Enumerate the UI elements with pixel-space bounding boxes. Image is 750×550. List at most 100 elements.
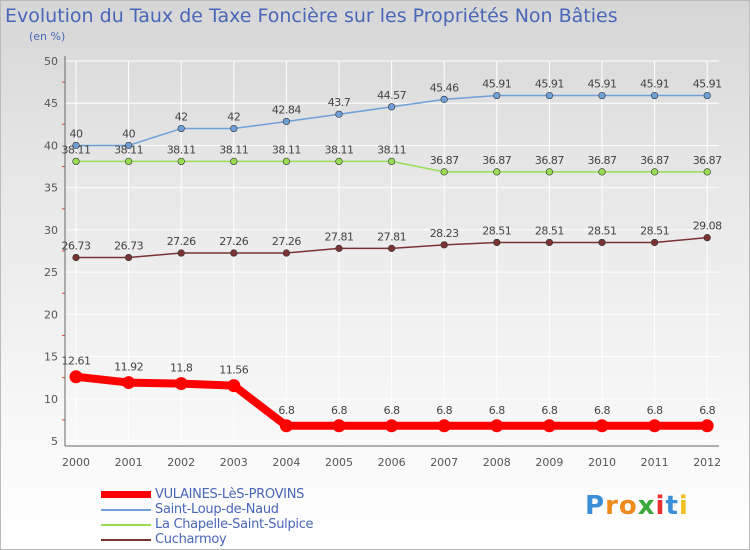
- data-point: [650, 91, 659, 100]
- data-label: 29.08: [693, 220, 722, 233]
- data-label: 42: [175, 111, 188, 124]
- data-point: [493, 91, 501, 100]
- legend-swatch: [101, 508, 151, 511]
- x-tick-label: 2000: [62, 456, 90, 469]
- data-point: [545, 168, 554, 176]
- x-tick-label: 2012: [693, 456, 721, 469]
- data-label: 45.91: [482, 78, 511, 91]
- data-label: 40: [122, 127, 135, 140]
- x-tick-label: 2003: [220, 456, 248, 469]
- data-label: 38.11: [62, 143, 91, 156]
- y-tick-label: 5: [51, 435, 58, 448]
- data-label: 45.91: [693, 78, 722, 91]
- data-point: [177, 249, 185, 257]
- x-tick-label: 2008: [483, 456, 511, 469]
- data-label: 36.87: [535, 154, 564, 167]
- data-point: [335, 244, 343, 252]
- data-point: [490, 419, 504, 433]
- data-point: [598, 91, 606, 100]
- y-tick-label: 15: [44, 351, 58, 364]
- data-label: 36.87: [430, 154, 459, 167]
- data-label: 28.51: [482, 224, 511, 237]
- data-label: 44.57: [377, 89, 406, 102]
- x-tick-label: 2001: [115, 456, 143, 469]
- logo-letter: r: [605, 491, 619, 521]
- data-point: [335, 157, 343, 166]
- data-point: [230, 124, 238, 133]
- data-label: 12.61: [62, 355, 91, 368]
- legend-item: La Chapelle-Saint-Sulpice: [101, 517, 314, 532]
- data-label: 38.11: [377, 143, 406, 156]
- data-label: 26.73: [114, 240, 143, 253]
- data-point: [542, 419, 556, 433]
- logo-letter: i: [655, 491, 666, 521]
- legend-item: Saint-Loup-de-Naud: [101, 502, 313, 517]
- data-label: 28.51: [535, 224, 564, 237]
- x-tick-label: 2006: [378, 456, 406, 469]
- data-label: 6.8: [278, 404, 294, 417]
- data-point: [388, 103, 396, 111]
- data-point: [282, 249, 291, 257]
- data-point: [72, 141, 80, 150]
- data-label: 27.26: [167, 235, 196, 248]
- legend-item: Cucharmoy: [101, 532, 313, 547]
- logo-letter: x: [637, 491, 656, 521]
- legend-label: Cucharmoy: [155, 532, 227, 547]
- data-point: [335, 110, 343, 118]
- data-point: [174, 377, 188, 391]
- data-label: 45.46: [430, 81, 459, 94]
- data-point: [124, 157, 133, 166]
- data-label: 42.84: [272, 103, 301, 116]
- data-label: 38.11: [325, 143, 354, 156]
- data-point: [545, 238, 554, 247]
- data-label: 6.8: [489, 404, 505, 417]
- chart-title: Evolution du Taux de Taxe Foncière sur l…: [5, 5, 618, 27]
- data-point: [598, 168, 606, 176]
- legend-swatch: [101, 491, 151, 498]
- data-point: [703, 91, 711, 100]
- data-point: [650, 238, 659, 247]
- data-label: 27.81: [325, 230, 354, 243]
- y-tick-label: 25: [44, 266, 58, 279]
- data-point: [227, 379, 241, 393]
- data-label: 45.91: [535, 78, 564, 91]
- data-point: [177, 157, 185, 166]
- data-point: [282, 117, 291, 126]
- logo-letter: t: [665, 491, 679, 521]
- data-label: 6.8: [699, 404, 715, 417]
- legend-item: VULAINES-LèS-PROVINS: [101, 487, 313, 502]
- data-point: [440, 95, 448, 103]
- y-tick-label: 45: [44, 97, 58, 110]
- data-label: 27.26: [272, 235, 301, 248]
- data-label: 45.91: [640, 78, 669, 91]
- y-tick-label: 50: [44, 55, 58, 68]
- data-point: [282, 157, 291, 166]
- data-point: [440, 241, 448, 249]
- data-point: [598, 238, 606, 247]
- data-label: 38.11: [114, 143, 143, 156]
- legend-swatch: [101, 538, 151, 541]
- data-label: 6.8: [331, 404, 347, 417]
- x-tick-label: 2010: [588, 456, 616, 469]
- data-point: [230, 249, 238, 257]
- data-label: 36.87: [640, 154, 669, 167]
- data-label: 6.8: [436, 404, 452, 417]
- data-point: [332, 419, 346, 433]
- data-label: 28.23: [430, 227, 459, 240]
- data-point: [703, 168, 711, 176]
- data-point: [124, 253, 133, 262]
- data-point: [122, 376, 136, 390]
- data-point: [279, 419, 293, 433]
- logo-letter: i: [678, 491, 689, 521]
- data-point: [437, 419, 451, 433]
- legend-swatch: [101, 523, 151, 526]
- data-label: 6.8: [594, 404, 610, 417]
- data-label: 11.8: [170, 362, 193, 375]
- data-label: 36.87: [482, 154, 511, 167]
- data-point: [440, 168, 448, 176]
- data-label: 36.87: [588, 154, 617, 167]
- data-label: 42: [227, 111, 240, 124]
- data-point: [230, 157, 238, 166]
- data-label: 38.11: [167, 143, 196, 156]
- data-label: 28.51: [640, 224, 669, 237]
